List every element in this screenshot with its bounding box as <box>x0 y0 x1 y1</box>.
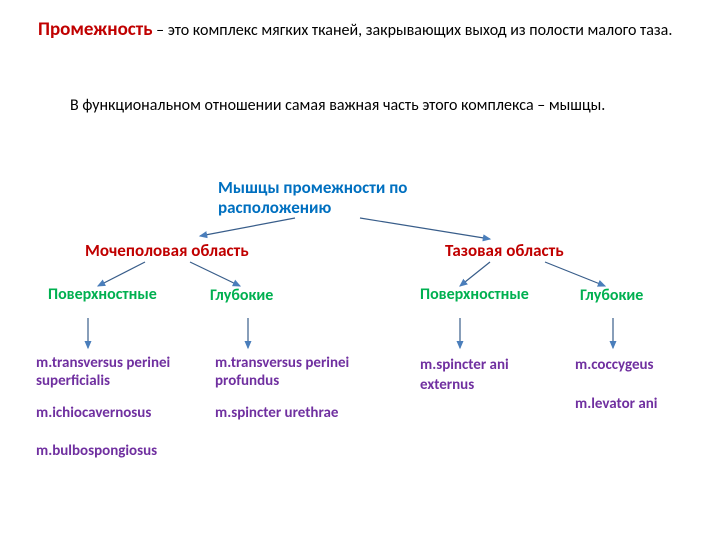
arrows-layer <box>0 0 720 540</box>
slide: Промежность – это комплекс мягких тканей… <box>0 0 720 540</box>
arrow <box>98 262 145 286</box>
arrow <box>460 262 490 286</box>
arrow <box>545 262 605 286</box>
arrow <box>200 218 295 236</box>
arrow <box>190 262 240 286</box>
arrow <box>360 218 490 239</box>
